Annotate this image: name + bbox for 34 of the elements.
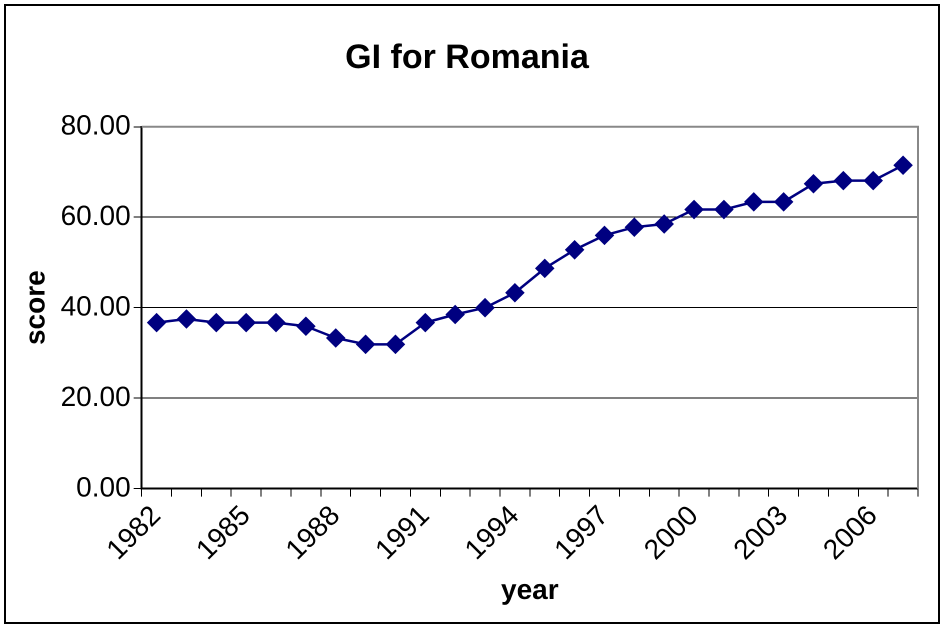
point xyxy=(625,218,644,236)
point xyxy=(416,313,435,332)
point xyxy=(774,192,793,212)
point xyxy=(565,240,584,260)
point xyxy=(446,305,464,324)
point xyxy=(744,192,764,212)
point xyxy=(654,214,674,234)
point xyxy=(356,335,375,354)
y-tick-label: 20.00 xyxy=(60,380,131,412)
y-tick-label: 40.00 xyxy=(60,290,131,322)
point xyxy=(207,313,226,332)
point xyxy=(236,313,256,332)
point xyxy=(894,156,912,174)
y-tick-label: 60.00 xyxy=(60,200,131,231)
y-tick-label: 0.00 xyxy=(76,471,131,502)
point xyxy=(506,284,524,302)
y-tick-label: 80.00 xyxy=(60,110,131,141)
point xyxy=(714,200,734,219)
point xyxy=(536,259,554,278)
x-axis-title: year xyxy=(501,574,559,605)
chart-title: GI for Romania xyxy=(345,38,590,76)
point xyxy=(864,171,882,190)
point xyxy=(476,298,494,317)
point xyxy=(684,200,704,219)
point xyxy=(326,328,345,348)
point xyxy=(804,174,823,194)
point xyxy=(177,310,196,328)
point xyxy=(296,316,316,336)
point xyxy=(386,335,405,354)
point xyxy=(266,313,286,332)
point xyxy=(834,171,853,190)
y-axis-title: score xyxy=(20,270,51,346)
point xyxy=(147,313,166,332)
point xyxy=(595,226,614,245)
